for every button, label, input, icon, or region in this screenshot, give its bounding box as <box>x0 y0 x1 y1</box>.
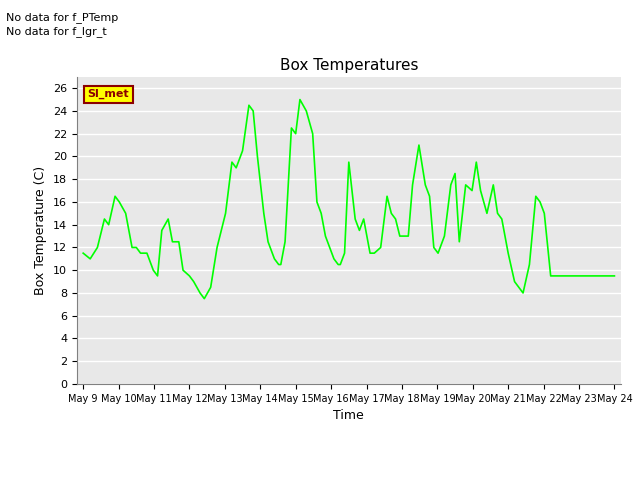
Tower Air T <box>356 228 364 233</box>
Tower Air T <box>396 233 404 239</box>
Text: No data for f_PTemp: No data for f_PTemp <box>6 12 118 23</box>
Tower Air T <box>213 245 221 251</box>
Y-axis label: Box Temperature (C): Box Temperature (C) <box>35 166 47 295</box>
Text: No data for f_lgr_t: No data for f_lgr_t <box>6 26 107 37</box>
Tower Air T <box>186 273 193 279</box>
Tower Air T <box>79 250 87 256</box>
Line: Tower Air T: Tower Air T <box>83 99 614 299</box>
Text: Sl_met: Sl_met <box>88 89 129 99</box>
Title: Box Temperatures: Box Temperatures <box>280 58 418 73</box>
Tower Air T <box>611 273 618 279</box>
Tower Air T <box>568 273 576 279</box>
X-axis label: Time: Time <box>333 409 364 422</box>
Tower Air T <box>589 273 597 279</box>
Tower Air T <box>200 296 208 301</box>
Tower Air T <box>296 96 304 102</box>
